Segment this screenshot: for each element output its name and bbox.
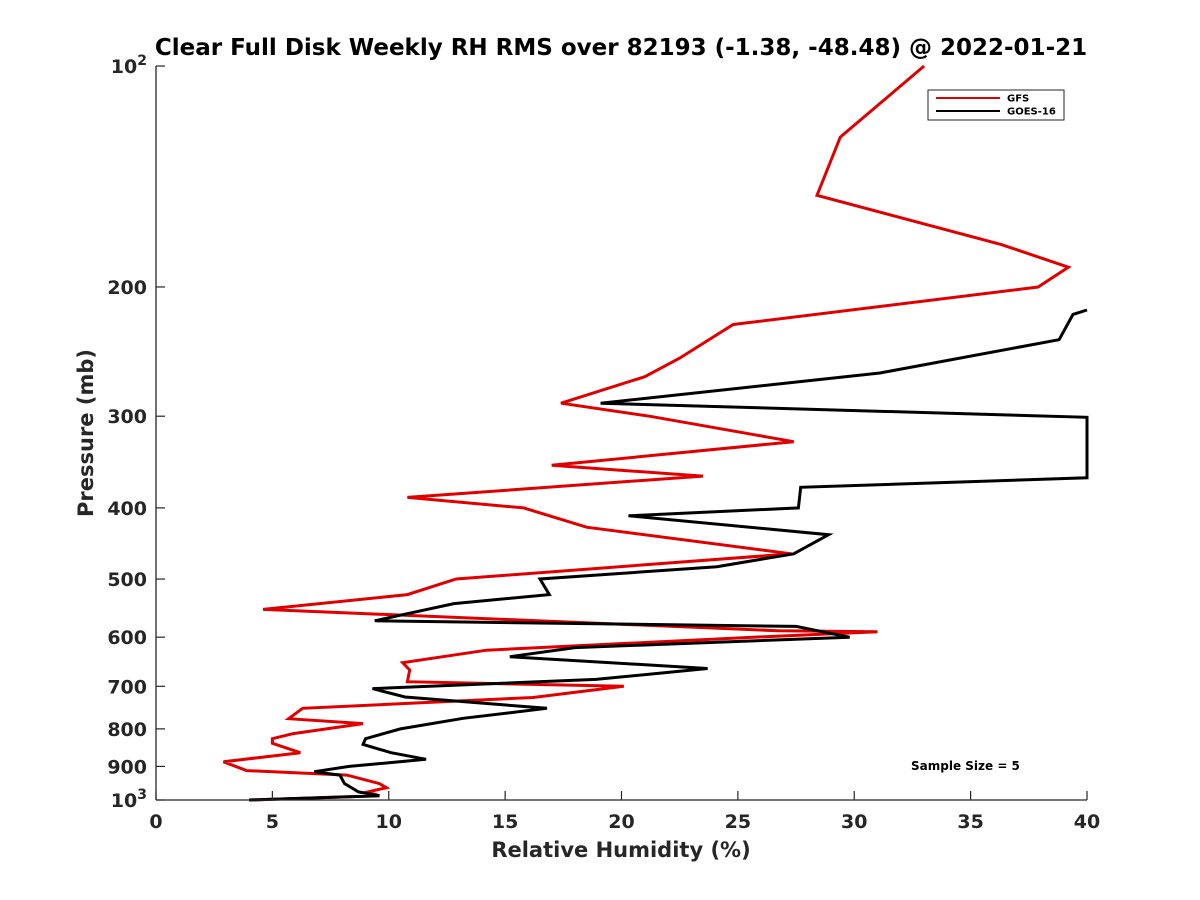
- x-tick-label: 40: [1074, 811, 1100, 833]
- y-tick-label: 102: [111, 53, 147, 78]
- series-line-gfs: [222, 64, 1072, 802]
- y-tick-label: 500: [107, 569, 147, 591]
- x-axis-label: Relative Humidity (%): [491, 838, 750, 862]
- legend: GFS GOES-16: [927, 89, 1065, 121]
- x-ticks: 0 5 10 15 20 25 30 35 40: [149, 791, 1100, 833]
- y-tick-label: 300: [107, 406, 147, 428]
- y-tick-label: 600: [107, 627, 147, 649]
- chart-title: Clear Full Disk Weekly RH RMS over 82193…: [155, 35, 1087, 61]
- y-tick-label: 800: [107, 719, 147, 741]
- x-tick-label: 25: [725, 811, 751, 833]
- y-tick-label: 103: [111, 787, 147, 812]
- y-tick-label: 900: [107, 756, 147, 778]
- legend-label-goes16: GOES-16: [1007, 107, 1056, 118]
- y-tick-label: 200: [107, 277, 147, 299]
- y-axis-label: Pressure (mb): [74, 349, 98, 517]
- x-tick-label: 5: [266, 811, 279, 833]
- legend-label-gfs: GFS: [1007, 94, 1029, 105]
- legend-box: [927, 89, 1065, 121]
- series-line-goes16: [249, 308, 1089, 802]
- y-ticks: 102 200 300 400 500 600 700 800 900 103: [107, 53, 165, 812]
- y-tick-label: 700: [107, 676, 147, 698]
- x-tick-label: 20: [608, 811, 634, 833]
- x-tick-label: 10: [376, 811, 402, 833]
- y-tick-label: 400: [107, 498, 147, 520]
- x-tick-label: 35: [957, 811, 983, 833]
- x-tick-label: 15: [492, 811, 518, 833]
- x-tick-label: 0: [149, 811, 162, 833]
- x-tick-label: 30: [841, 811, 867, 833]
- sample-size-annotation: Sample Size = 5: [911, 759, 1020, 773]
- series-layer: [222, 64, 1089, 802]
